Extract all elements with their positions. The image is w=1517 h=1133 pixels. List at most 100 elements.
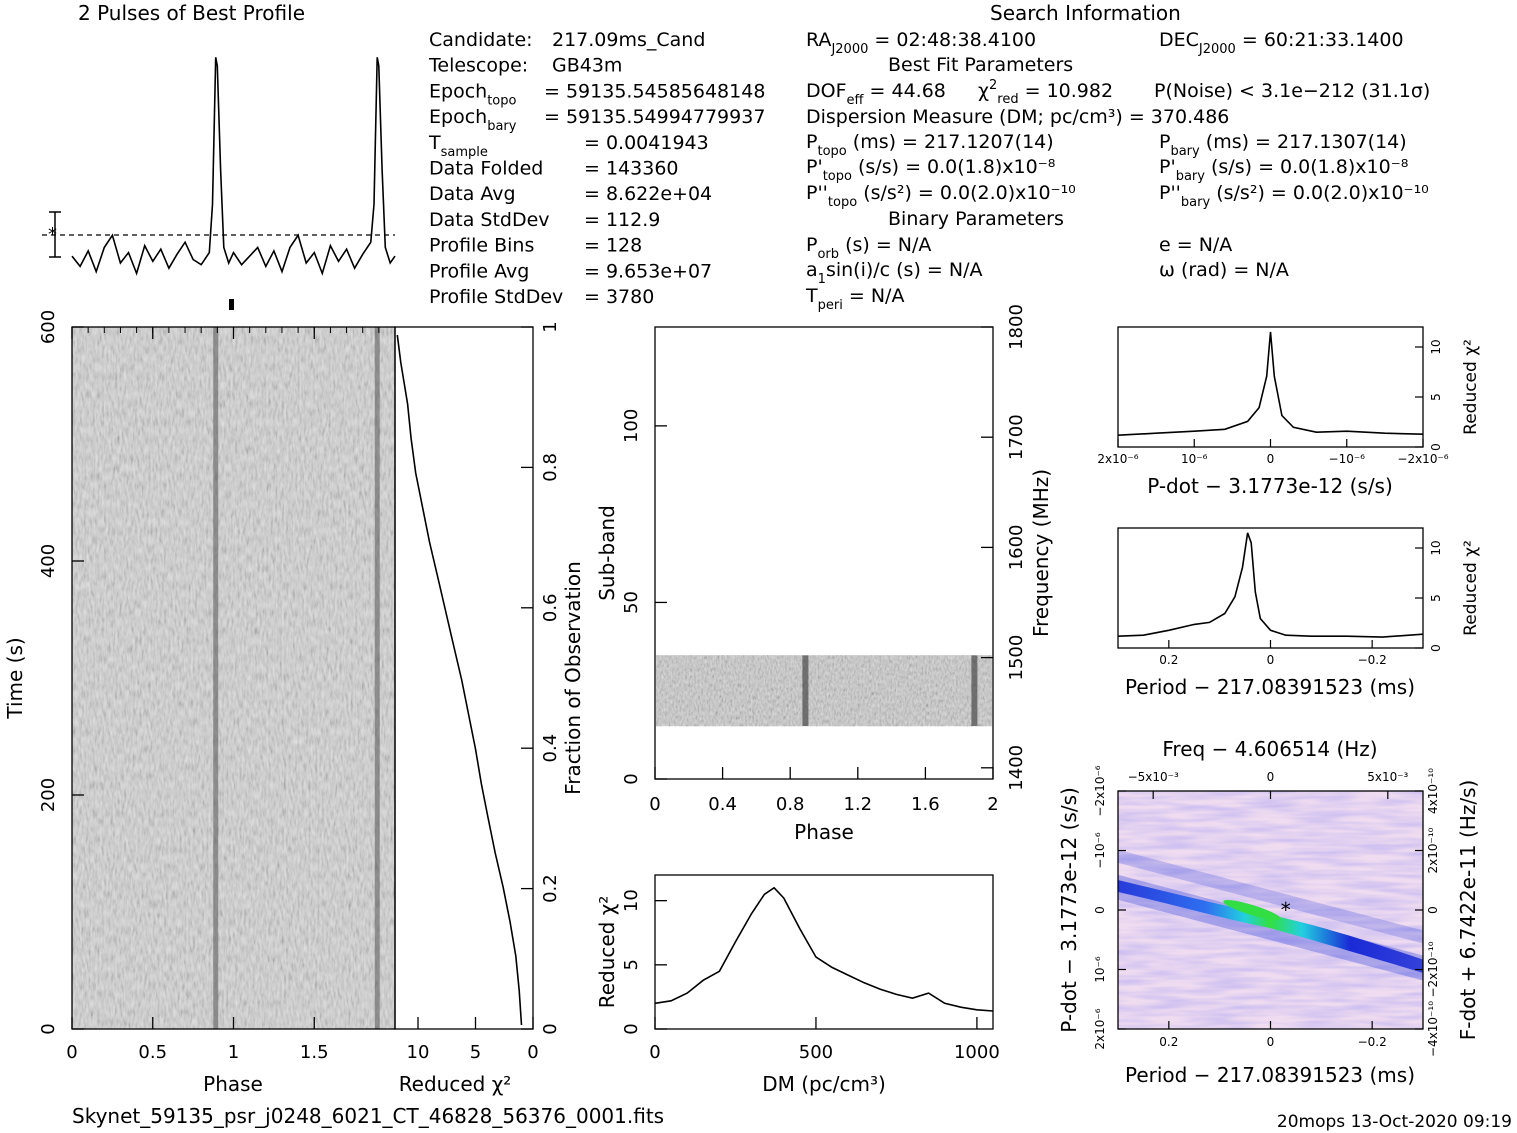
x-tick-label: −0.2 bbox=[1358, 1035, 1387, 1049]
y-tick-label: 0 bbox=[621, 773, 642, 784]
y-tick-label: 10 bbox=[1429, 540, 1443, 555]
fdot-label: F-dot + 6.7422e-11 (Hz/s) bbox=[1456, 780, 1480, 1041]
top-tick-label: 5x10⁻³ bbox=[1367, 770, 1408, 784]
x-tick-label: 0 bbox=[527, 1042, 538, 1063]
y-tick-label: 1 bbox=[540, 321, 561, 332]
cand-info-label: Epoch bbox=[429, 80, 487, 102]
chi2-line: χ2red = 10.982 bbox=[978, 78, 1113, 107]
ppdot-axes: 0.2 0 −0.2 −5x10⁻³ 0 5x10⁻³ 2x10⁻⁶ 10⁻⁶ 0 −10⁻⁶ −2… bbox=[1093, 765, 1440, 1057]
dm-xlabel: DM (pc/cm³) bbox=[762, 1072, 886, 1096]
e-line: e = N/A bbox=[1159, 234, 1232, 256]
cand-info-sub: bary bbox=[487, 119, 517, 134]
cand-info-value: = 128 bbox=[584, 235, 642, 257]
cand-info-value: = 143360 bbox=[584, 158, 679, 180]
cand-info-row: Telescope: GB43m bbox=[428, 55, 622, 77]
y-tick-label: 2x10⁻¹⁰ bbox=[1426, 827, 1440, 873]
subband-pulse-columns bbox=[802, 655, 978, 727]
profile-title: 2 Pulses of Best Profile bbox=[78, 1, 305, 25]
pdot-ylabel: Reduced χ² bbox=[1461, 339, 1481, 435]
y-tick-label: 1400 bbox=[1006, 745, 1027, 791]
cand-info-label: Data Folded bbox=[429, 158, 543, 180]
cand-info-label: Profile Bins bbox=[429, 235, 534, 257]
x-tick-label: 1000 bbox=[954, 1042, 1000, 1063]
x-tick-label: 2 bbox=[987, 794, 998, 815]
search-title: Search Information bbox=[990, 1, 1181, 25]
y-tick-label: 10⁻⁶ bbox=[1093, 956, 1107, 983]
pulse-column bbox=[374, 327, 380, 1029]
y-tick-label: 0.4 bbox=[540, 734, 561, 763]
x-tick-label: 1.2 bbox=[843, 794, 872, 815]
ppdot-panel: * 0.2 0 −0.2 −5x10⁻³ 0 5x10⁻³ 2x10⁻⁶ 10⁻⁶ 0 −10⁻⁶… bbox=[1057, 737, 1480, 1087]
top-tick-label: −5x10⁻³ bbox=[1128, 770, 1179, 784]
y-tick-label: 4x10⁻¹⁰ bbox=[1426, 768, 1440, 814]
y-tick-label: 1700 bbox=[1006, 414, 1027, 460]
y-tick-label: 200 bbox=[38, 778, 59, 812]
pnoise-line: P(Noise) < 3.1e−212 (31.1σ) bbox=[1154, 80, 1430, 102]
y-tick-label: −4x10⁻¹⁰ bbox=[1426, 1001, 1440, 1057]
subband-xlabel: Phase bbox=[794, 820, 854, 844]
time-phase-panel: 0 0.5 1 1.5 0 200 400 600 Phase Time (s) bbox=[3, 310, 396, 1096]
y-tick-label: 1800 bbox=[1006, 304, 1027, 350]
x-tick-label: 0.8 bbox=[776, 794, 805, 815]
cand-info-value: = 59135.54585648148 bbox=[544, 80, 765, 102]
pulse-column bbox=[802, 655, 809, 727]
y-tick-label: 0 bbox=[38, 1023, 59, 1034]
cand-info-row: Candidate: 217.09ms_Cand bbox=[429, 29, 705, 51]
pdot-line bbox=[1117, 331, 1424, 436]
cand-info-row: Epochbary = 59135.54994779937 bbox=[429, 106, 765, 134]
y-tick-label: 0.8 bbox=[540, 453, 561, 482]
dm-line bbox=[654, 886, 994, 1012]
x-tick-label: 0.5 bbox=[138, 1042, 167, 1063]
pd-bary-line: P'bary (s/s) = 0.0(1.8)x10⁻⁸ bbox=[1159, 156, 1408, 184]
ppdot-xlabel: Period − 217.08391523 (ms) bbox=[1125, 1063, 1415, 1087]
y-tick-label: −2x10⁻⁶ bbox=[1093, 765, 1107, 816]
period-xlabel: Period − 217.08391523 (ms) bbox=[1125, 675, 1415, 699]
period-ylabel: Reduced χ² bbox=[1461, 540, 1481, 636]
cand-info-label: Profile StdDev bbox=[429, 286, 563, 308]
y-tick-label: 100 bbox=[621, 409, 642, 443]
pdd-topo-line: P''topo (s/s²) = 0.0(2.0)x10⁻¹⁰ bbox=[806, 182, 1076, 210]
y-tick-label: 2x10⁻⁶ bbox=[1093, 1008, 1107, 1049]
best-fit-title: Best Fit Parameters bbox=[888, 54, 1073, 76]
time-phase-noise bbox=[72, 327, 395, 1029]
chi2-time-panel: 10 5 00 0.2 0.4 0.6 0.8 1 Reduced χ² Fraction o… bbox=[394, 321, 585, 1096]
ppdot-ridges bbox=[1118, 849, 1423, 981]
cand-info-value: 217.09ms_Cand bbox=[552, 29, 705, 51]
cand-info-row: Data Avg = 8.622e+04 bbox=[429, 183, 712, 205]
x-tick-label: 10 bbox=[407, 1042, 430, 1063]
x-tick-label: 1 bbox=[228, 1042, 239, 1063]
y-tick-label: 5 bbox=[1429, 594, 1443, 602]
cand-info-value: = 0.0041943 bbox=[584, 132, 709, 154]
x-tick-label: −10⁻⁶ bbox=[1329, 452, 1366, 466]
dm-line: Dispersion Measure (DM; pc/cm³) = 370.48… bbox=[806, 106, 1229, 128]
x-tick-label: 10⁻⁶ bbox=[1181, 452, 1208, 466]
dm-axes: 0 500 1000 0 5 10 bbox=[621, 889, 1000, 1063]
profile-line bbox=[71, 57, 396, 276]
y-tick-label: 5 bbox=[621, 959, 642, 970]
y-tick-label: 600 bbox=[38, 310, 59, 344]
x-tick-label: 0.4 bbox=[708, 794, 737, 815]
x-tick-label: 0 bbox=[649, 1042, 660, 1063]
y-tick-label: 0 bbox=[540, 1023, 561, 1034]
cand-info-label: Profile Avg bbox=[429, 260, 529, 282]
dm-panel: 0 500 1000 0 5 10 DM (pc/cm³) Reduced χ² bbox=[595, 874, 1000, 1096]
y-tick-label: 5 bbox=[1429, 393, 1443, 401]
cand-info-label: Data Avg bbox=[429, 183, 516, 205]
subband-noise bbox=[656, 655, 992, 727]
y-tick-label: 0 bbox=[621, 1023, 642, 1034]
x-tick-label: 0 bbox=[649, 794, 660, 815]
period-line bbox=[1117, 532, 1424, 638]
cand-info-value: = 59135.54994779937 bbox=[544, 106, 765, 128]
x-tick-label: −2x10⁻⁶ bbox=[1397, 452, 1448, 466]
chi2-time-xlabel: Reduced χ² bbox=[399, 1072, 512, 1096]
cand-info-row: Data Folded = 143360 bbox=[429, 158, 679, 180]
p-topo-line: Ptopo (ms) = 217.1207(14) bbox=[806, 131, 1054, 159]
chi2-time-line bbox=[396, 334, 523, 1026]
x-tick-label: 0 bbox=[1267, 452, 1275, 466]
tperi-line: Tperi = N/A bbox=[805, 285, 904, 313]
y-tick-label: 1600 bbox=[1006, 524, 1027, 570]
p-bary-line: Pbary (ms) = 217.1307(14) bbox=[1159, 131, 1407, 159]
cand-info-row: Profile StdDev = 3780 bbox=[429, 286, 654, 308]
